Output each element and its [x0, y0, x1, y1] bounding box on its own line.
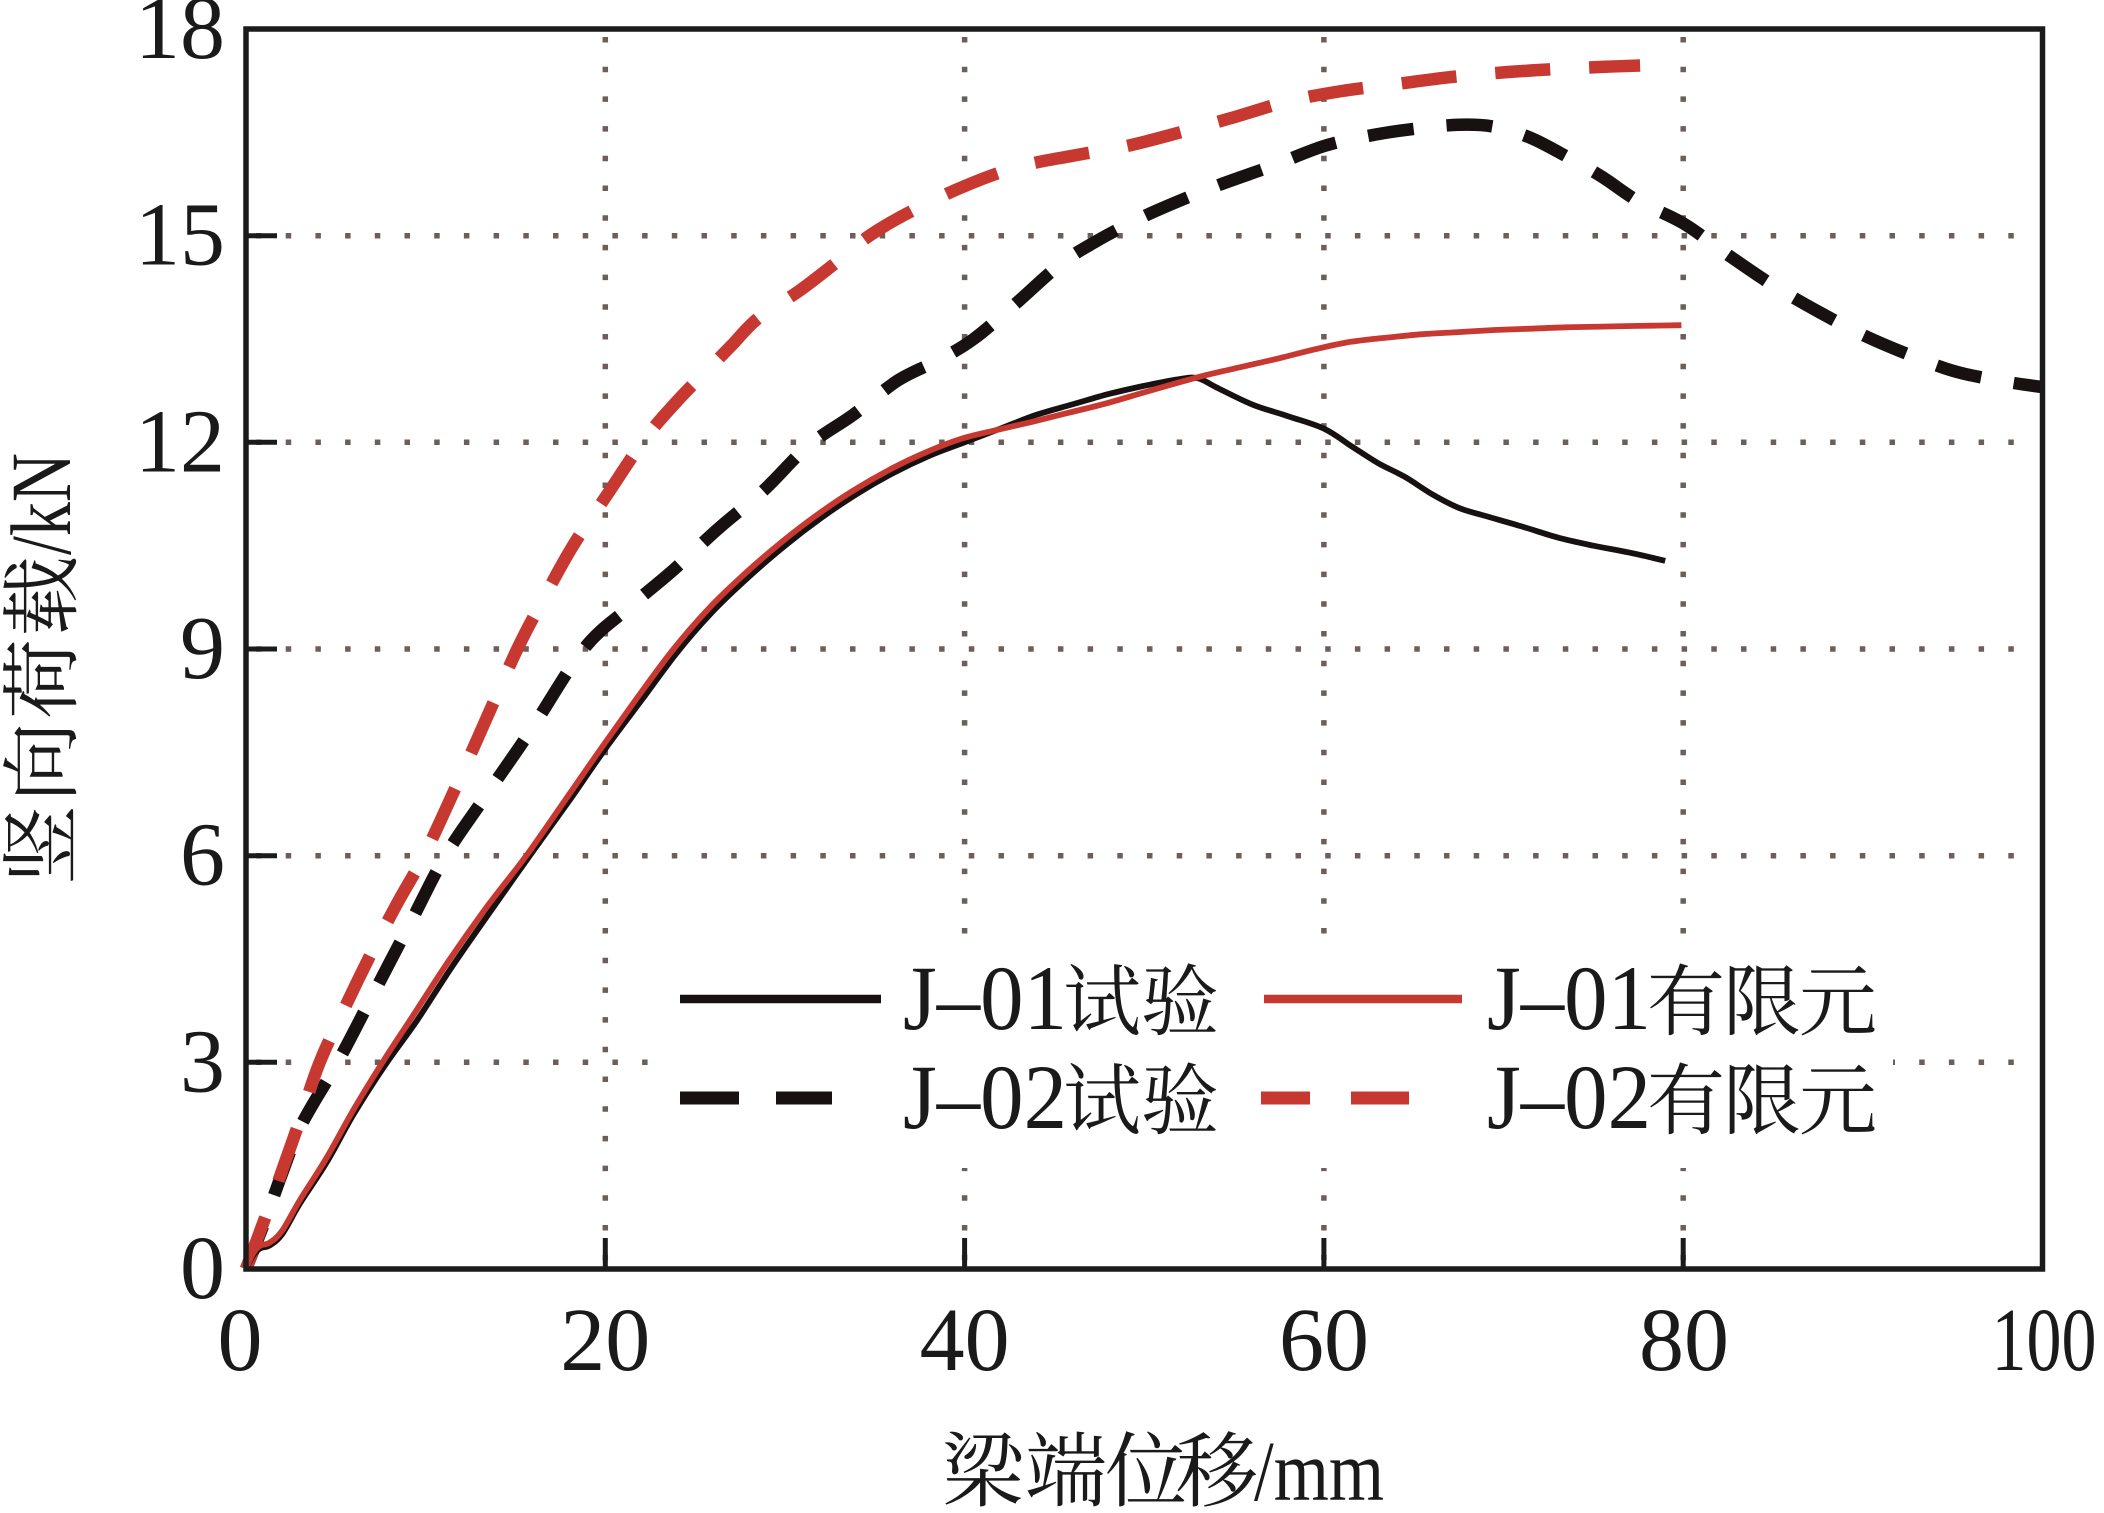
svg-text:18: 18 — [135, 0, 225, 78]
svg-text:20: 20 — [560, 1291, 650, 1390]
svg-text:9: 9 — [180, 599, 225, 698]
svg-text:15: 15 — [135, 186, 225, 285]
svg-text:3: 3 — [180, 1012, 225, 1111]
svg-text:60: 60 — [1279, 1291, 1369, 1390]
svg-text:0: 0 — [218, 1291, 263, 1390]
svg-text:40: 40 — [920, 1291, 1010, 1390]
svg-text:0: 0 — [180, 1219, 225, 1318]
svg-text:J–02: J–02 — [1487, 1046, 1651, 1148]
svg-text:J–01: J–01 — [903, 947, 1067, 1049]
svg-text:/kN: /kN — [0, 453, 89, 555]
svg-text:12: 12 — [135, 392, 225, 491]
svg-text:6: 6 — [180, 806, 225, 905]
svg-text:J–01: J–01 — [1487, 947, 1651, 1049]
svg-text:J–02: J–02 — [903, 1046, 1067, 1148]
svg-text:100: 100 — [1992, 1291, 2097, 1390]
svg-text:/mm: /mm — [1254, 1423, 1384, 1508]
svg-text:80: 80 — [1639, 1291, 1729, 1390]
